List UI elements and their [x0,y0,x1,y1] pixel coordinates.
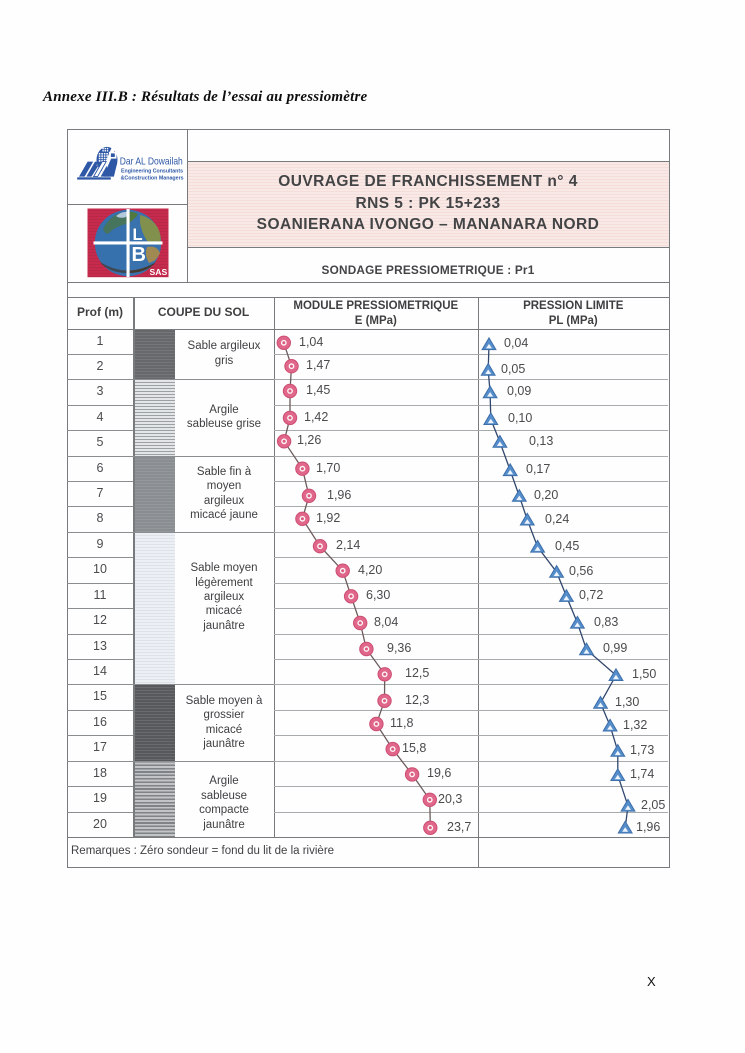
svg-text:L: L [133,226,143,244]
svg-text:SAS: SAS [150,267,168,277]
svg-text:Engineering Consultants: Engineering Consultants [121,168,183,174]
svg-text:Dar AL Dowailah: Dar AL Dowailah [120,156,183,168]
svg-text:&Construction Managers: &Construction Managers [121,176,184,182]
svg-text:B: B [132,244,146,266]
